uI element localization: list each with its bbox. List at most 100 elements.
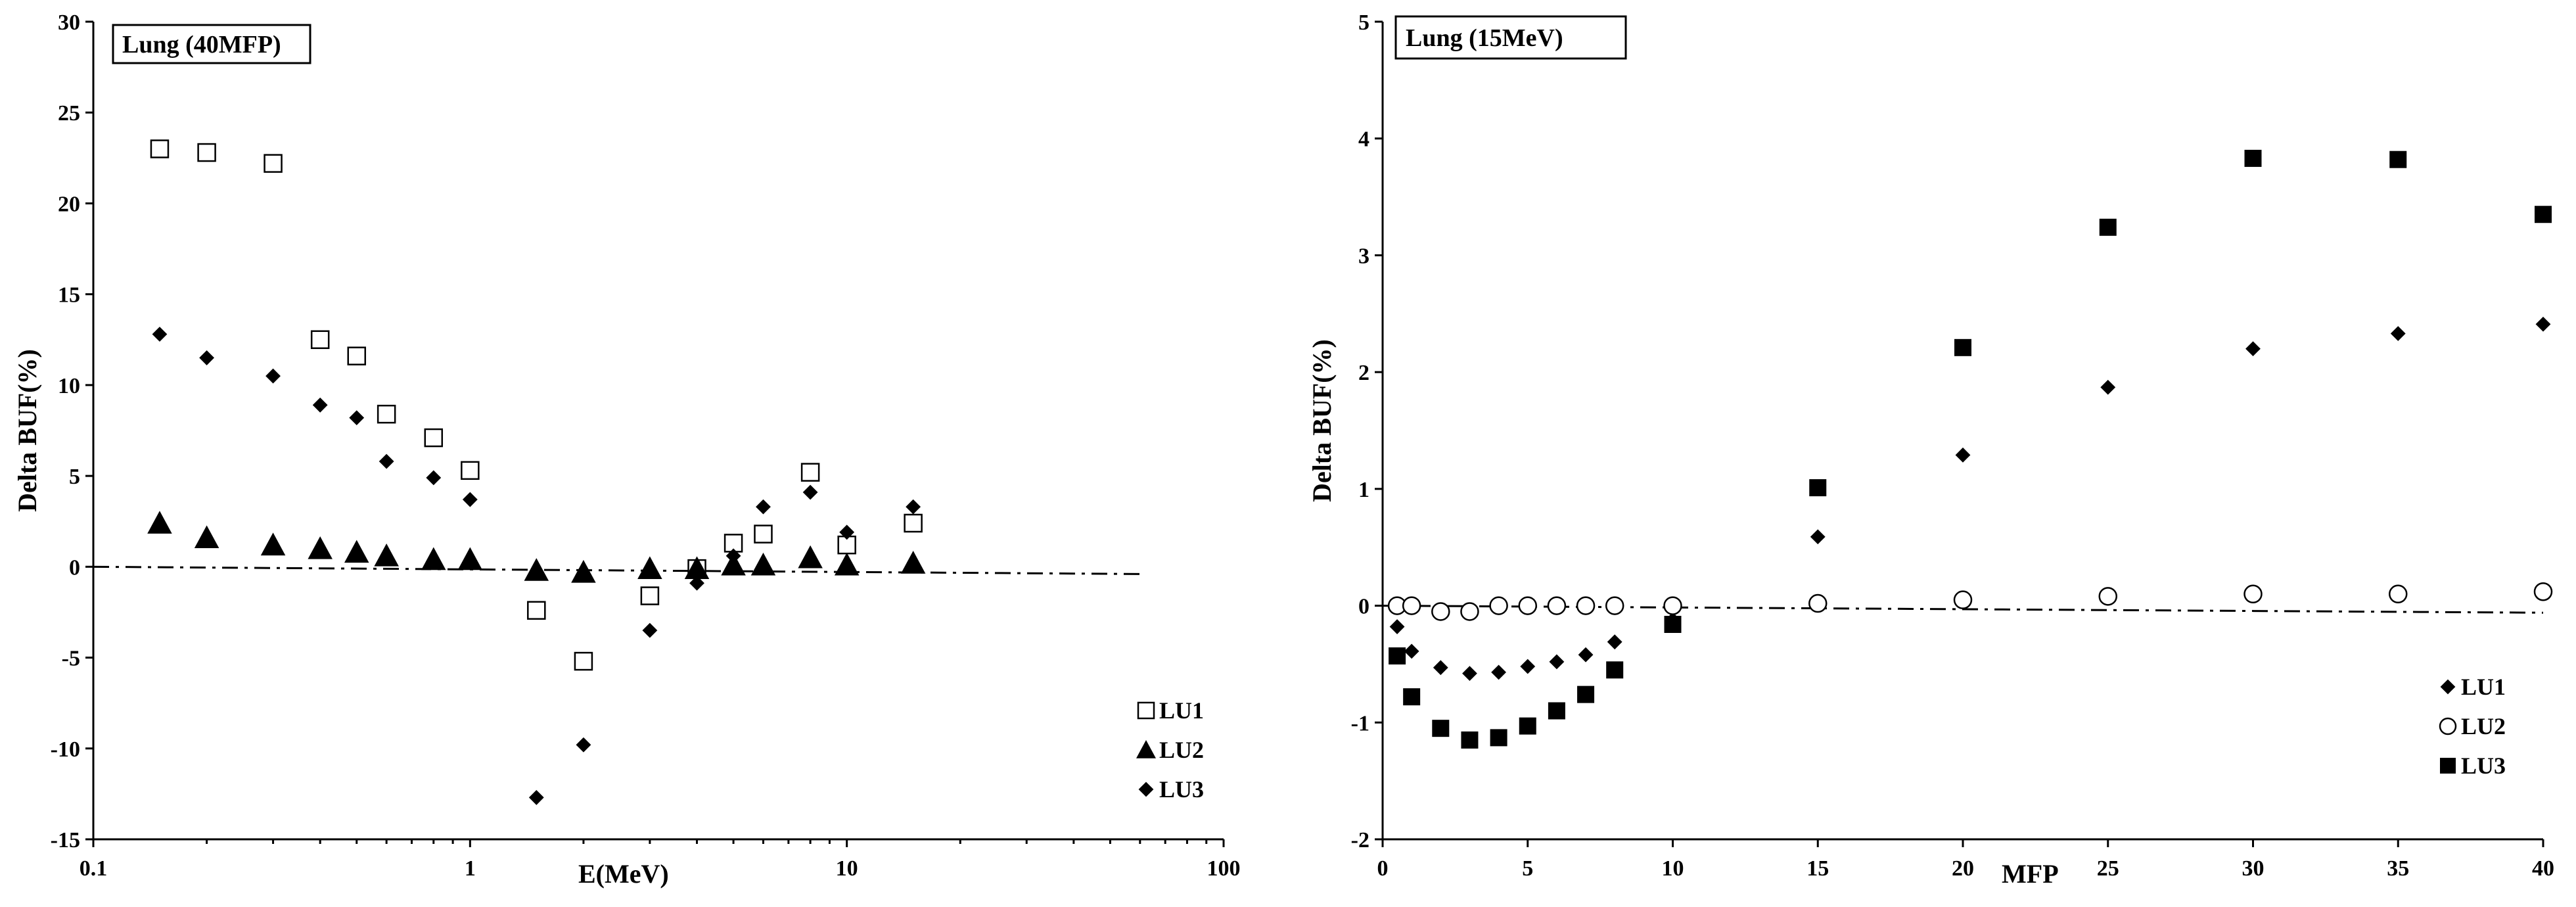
chart2-lu2-point [1518,596,1537,615]
chart1-x-tick-label: 0.1 [80,856,108,881]
chart1-legend-lu1-marker [1137,701,1155,720]
chart2-lu3-point [2535,206,2552,223]
chart2-lu2-point [1663,596,1682,615]
chart1-lu3-point [349,410,365,426]
chart1-x-axis-label: E(MeV) [578,859,669,889]
chart1-lu1-point [377,404,396,424]
chart1-lu2-point [344,540,369,563]
chart2-lu3-point [1490,729,1507,747]
chart1-lu1-point [310,330,330,350]
chart1-lu1-point [754,524,773,544]
chart1-lu2-point [421,547,446,570]
chart2-lu1-point [1520,659,1536,674]
chart1-series-lu2 [147,511,926,583]
chart1-lu2-point [571,559,596,583]
chart1-legend-lu1-label: LU1 [1159,697,1204,724]
chart2-legend-lu2-marker [2439,717,2457,735]
chart1-lu1-point [640,586,660,605]
chart2-lu2-point [1431,602,1450,621]
chart1-lu3-point [642,622,658,638]
chart2-x-tick-label: 0 [1377,856,1389,881]
chart1-marks [93,139,1140,805]
chart2-lu1-point [1549,654,1565,670]
chart2-lu1-point [1462,666,1477,682]
chart2-marks [1382,149,2553,749]
chart1-lu1-point [347,346,366,365]
chart1-legend-lu2-marker [1136,740,1156,758]
chart1-lu2-point [684,556,710,580]
chart2-lu3-point [1519,717,1536,735]
chart2-lu2-point [2098,587,2117,606]
chart2-lu3-point [1664,616,1682,634]
chart2-lu3-point [2389,151,2407,168]
chart2-lu2-point [1402,596,1421,615]
chart1-lu2-point [457,547,483,570]
chart1-series-lu3 [152,327,921,805]
chart1-legend-lu3-label: LU3 [1159,776,1204,802]
chart1-lu1-point [904,513,923,533]
chart1-lu1-point [527,601,546,620]
chart1-lu3-point [199,350,214,365]
chart2-y-tick-label: 5 [1358,11,1369,35]
chart2-lu2-point [1808,593,1828,613]
chart2-lu2-point [1605,596,1624,615]
chart1-x-tick-label: 1 [465,856,476,881]
chart1-lu3-point [689,575,704,591]
chart1-lu3-point [576,737,591,753]
chart1-lu1-point [424,428,444,448]
chart1-x-tick-label: 100 [1207,856,1241,881]
chart2-legend-lu3-marker [2440,758,2456,774]
chart2-legend-lu1-marker [2440,679,2456,695]
chart2-lu2-point [1953,590,1973,609]
chart2-lu3-point [1432,720,1450,737]
chart1-title: Lung (40MFP) [122,31,281,58]
chart2-ticks: -2 -1 0 1 2 3 4 5 0 5 10 15 20 25 30 35 40 [1351,11,2554,881]
chart1-lu3-point [265,368,281,384]
chart2-x-tick-label: 5 [1522,856,1533,881]
chart1-x-tick-label: 10 [836,856,858,881]
chart1-lu1-point [150,139,170,158]
chart2-series-lu3 [1389,149,2552,749]
chart1-lu3-point [312,397,328,413]
chart-lung-40mfp: -15 -10 -5 0 5 10 15 20 25 30 0.1 1 10 100 Lung (40MF… [12,11,1241,889]
chart2-y-tick-label: 2 [1358,361,1369,385]
chart2-y-tick-label: -1 [1351,711,1369,735]
chart2-lu3-point [1577,686,1595,703]
chart1-lu3-point [906,499,921,515]
chart2-lu1-point [1607,634,1622,650]
chart2-lu1-point [2245,341,2261,356]
chart2-lu3-point [1403,688,1421,706]
chart2-lu1-point [1389,619,1405,634]
chart2-lu2-point [1460,602,1479,621]
chart2-lu1-point [1810,529,1826,545]
chart2-lu3-point [1954,338,1971,356]
chart2-lu3-point [1809,479,1827,497]
chart1-lu3-point [839,524,855,540]
chart2-lu3-point [1548,702,1565,720]
chart1-series-lu1 [150,139,923,671]
chart1-y-tick-label: 5 [69,465,80,489]
chart2-x-tick-label: 10 [1662,856,1684,881]
chart2-y-axis-label: Delta BUF(%) [1307,339,1337,502]
chart2-lu2-point [2243,584,2263,604]
chart2-lu1-point [1955,447,1971,463]
chart2-lu2-point [1576,596,1596,615]
chart1-lu3-point [725,548,741,564]
chart1-lu1-point [574,651,593,671]
chart2-legend-lu3-label: LU3 [2461,753,2506,779]
chart2-lu3-point [1606,661,1624,679]
chart1-legend: LU1 LU2 LU3 [1136,697,1204,802]
chart1-lu2-point [834,552,860,576]
chart1-y-tick-label: -10 [51,737,80,762]
chart2-y-tick-label: 1 [1358,478,1369,502]
chart2-y-tick-label: 3 [1358,244,1369,268]
chart2-lu3-point [1461,731,1479,749]
chart1-y-tick-label: 30 [58,11,80,35]
chart1-y-axis-label: Delta BUF(%) [12,349,42,512]
chart2-legend-lu2-label: LU2 [2461,713,2506,739]
chart1-lu3-point [756,499,771,515]
chart1-lu3-point [802,484,818,500]
chart2-title-box [1394,15,1627,60]
chart2-legend: LU1 LU2 LU3 [2439,674,2506,779]
